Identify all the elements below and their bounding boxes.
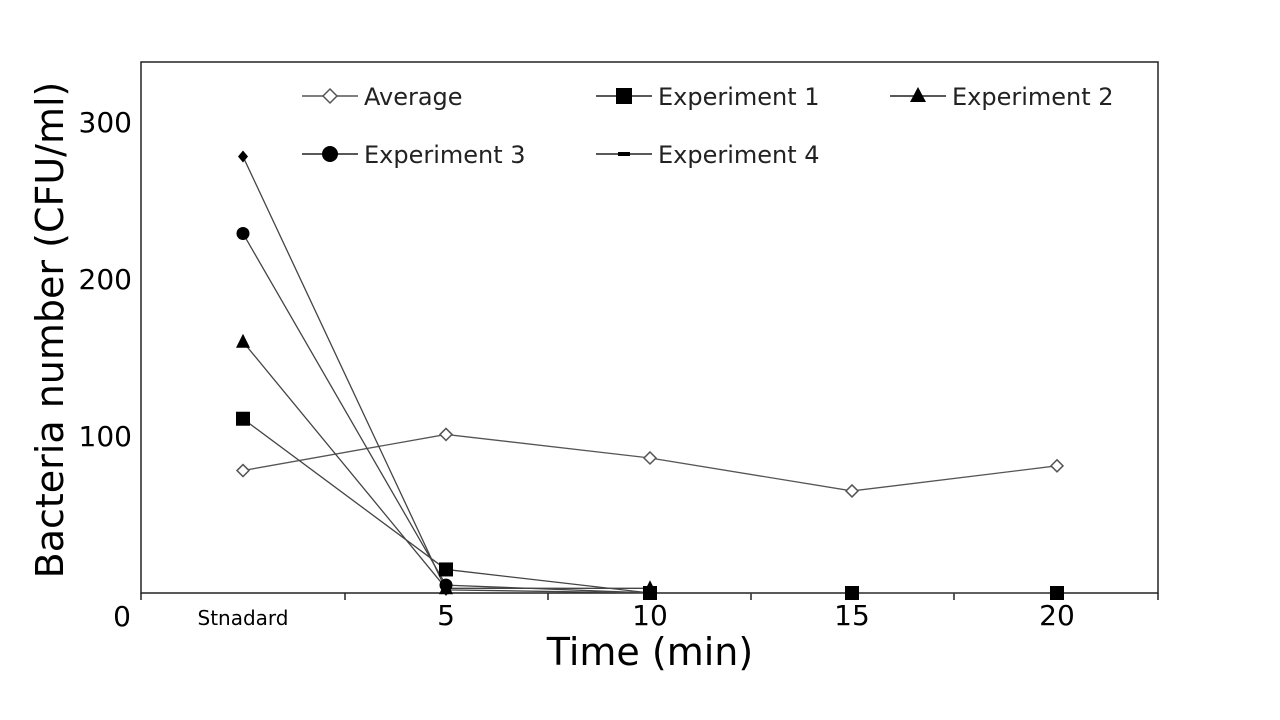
data-point-series-1	[438, 427, 454, 442]
y-tick-label: 0	[113, 600, 131, 633]
series-line-3	[242, 341, 650, 589]
legend-item-3: Experiment 2	[890, 83, 1114, 111]
data-point-series-2	[1050, 586, 1064, 600]
series-lines	[242, 156, 1058, 594]
data-point-series-1	[642, 450, 658, 466]
legend-marker	[616, 88, 632, 104]
legend-marker	[322, 146, 338, 162]
legend-item-1: Average	[302, 83, 463, 111]
legend-label: Average	[364, 83, 463, 111]
x-tick-label: 5	[437, 599, 455, 632]
legend-marker	[321, 87, 339, 105]
x-axis-title: Time (min)	[546, 630, 753, 674]
data-point-series-4	[236, 226, 250, 240]
x-axis-ticks	[140, 593, 1159, 600]
x-tick-label: 10	[632, 599, 668, 632]
legend-item-4: Experiment 3	[302, 141, 526, 169]
y-tick-labels: 0 100 200 300	[79, 106, 132, 633]
data-point-series-2	[236, 411, 250, 426]
legend-label: Experiment 2	[952, 83, 1114, 111]
y-axis-title: Bacteria number (CFU/ml)	[28, 82, 72, 579]
legend-label: Experiment 1	[658, 83, 820, 111]
legend-item-2: Experiment 1	[596, 83, 820, 111]
data-point-series-1	[235, 463, 251, 478]
data-point-series-1	[1049, 458, 1065, 473]
plot-area-border	[140, 61, 1159, 594]
x-tick-label: 20	[1039, 599, 1075, 632]
data-point-series-2	[439, 562, 453, 577]
x-tick-labels: Stnadard 5 10 15 20	[198, 599, 1075, 632]
x-tick-label: Stnadard	[198, 606, 289, 630]
series-line-5	[242, 156, 852, 594]
data-point-series-5	[645, 587, 655, 599]
y-tick-label: 300	[79, 106, 132, 139]
data-point-series-1	[844, 483, 860, 499]
data-point-series-2	[845, 586, 859, 600]
legend-label: Experiment 3	[364, 141, 526, 169]
x-tick-label: 15	[834, 599, 870, 632]
series-markers	[235, 150, 1065, 600]
y-tick-label: 100	[79, 420, 132, 453]
legend-marker	[910, 87, 926, 102]
data-point-series-5	[441, 583, 451, 596]
legend: Average Experiment 1 Experiment 2 Experimen…	[302, 83, 1114, 169]
data-point-series-5	[238, 150, 248, 163]
legend-item-5: Experiment 4	[596, 141, 820, 169]
y-tick-label: 200	[79, 263, 132, 296]
data-point-series-3	[236, 333, 250, 348]
legend-label: Experiment 4	[658, 141, 820, 169]
legend-marker	[618, 152, 630, 156]
